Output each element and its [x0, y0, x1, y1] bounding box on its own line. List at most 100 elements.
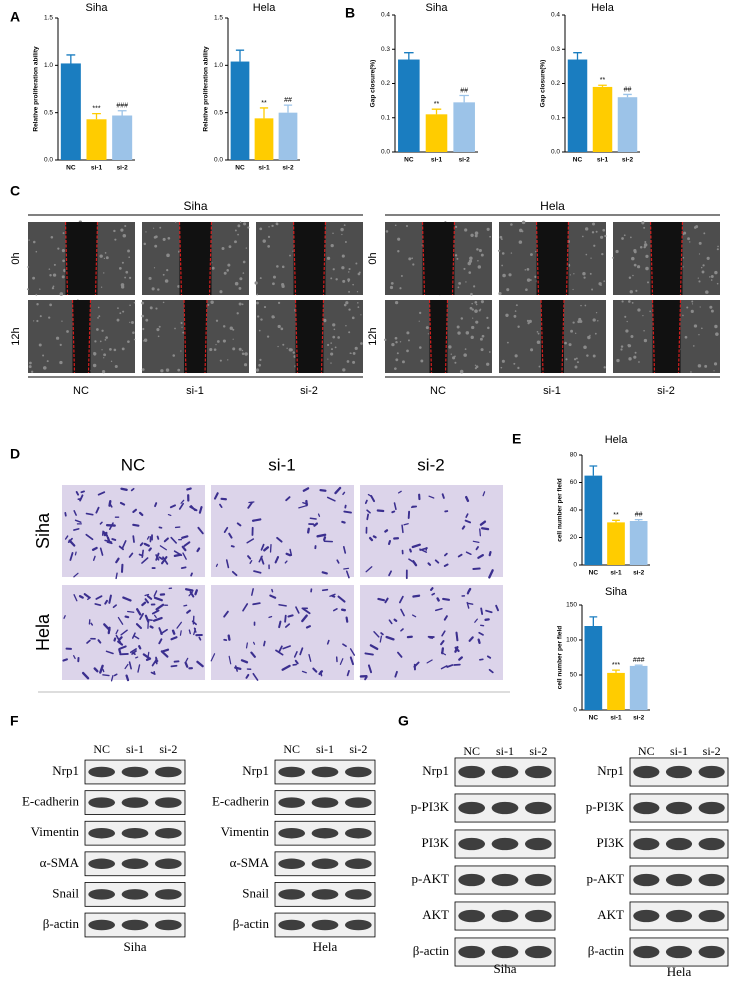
cell-texture	[565, 358, 568, 361]
stained-cell	[142, 653, 151, 660]
cell-texture	[517, 366, 520, 370]
stained-cell	[285, 496, 291, 502]
stained-cell	[167, 513, 172, 517]
cell-texture	[389, 285, 394, 290]
cell-texture	[113, 229, 116, 233]
wound-edge	[428, 299, 433, 374]
band	[633, 909, 660, 923]
band	[155, 919, 182, 931]
cell-texture	[714, 324, 718, 329]
stained-cell	[215, 563, 219, 567]
row-label: Nrp1	[422, 763, 449, 778]
cell-texture	[62, 232, 65, 235]
stained-cell	[293, 651, 298, 658]
significance-label: **	[600, 77, 606, 84]
cell-texture	[682, 314, 684, 317]
cell-texture	[418, 320, 420, 322]
stained-cell	[319, 670, 323, 677]
microscopy-image	[62, 585, 205, 680]
cell-texture	[474, 364, 477, 366]
stained-cell	[385, 635, 395, 641]
cell-texture	[129, 304, 131, 307]
cell-texture	[598, 282, 602, 286]
stained-cell	[190, 572, 193, 577]
y-tick-label: 0	[573, 562, 577, 569]
wound-edge	[178, 221, 183, 296]
error-bar	[612, 519, 620, 523]
error-bar	[589, 465, 598, 476]
cell-texture	[27, 266, 30, 268]
band	[633, 873, 660, 887]
cell-texture	[705, 290, 709, 294]
stained-cell	[73, 655, 76, 660]
cell-texture	[470, 233, 474, 237]
stained-cell	[128, 552, 134, 558]
band	[491, 765, 519, 779]
cell-texture	[105, 336, 108, 339]
band	[633, 945, 660, 959]
stained-cell	[479, 520, 487, 526]
band	[491, 837, 519, 851]
cell-texture	[100, 286, 103, 288]
cell-texture	[628, 300, 631, 303]
lane-label: si-1	[316, 742, 334, 756]
cell-texture	[580, 304, 582, 307]
cell-texture	[704, 364, 708, 368]
cell-texture	[591, 288, 594, 291]
stained-cell	[245, 642, 248, 649]
wound-edge	[679, 221, 684, 296]
stained-cell	[468, 636, 474, 642]
stained-cell	[323, 536, 327, 541]
row-label: Nrp1	[242, 763, 269, 778]
y-tick-label: 1.5	[214, 15, 223, 22]
stained-cell	[495, 604, 499, 612]
band	[121, 827, 149, 839]
cell-texture	[281, 284, 285, 288]
cell-texture	[352, 360, 356, 364]
band	[278, 766, 305, 778]
cell-texture	[257, 315, 260, 318]
cell-texture	[530, 348, 534, 352]
cell-texture	[405, 224, 409, 228]
cell-texture	[464, 348, 467, 351]
wound-edge	[183, 299, 187, 374]
cell-texture	[595, 230, 598, 233]
stained-cell	[119, 501, 126, 506]
cell-texture	[62, 259, 65, 263]
stained-cell	[346, 670, 350, 677]
cell-texture	[710, 275, 714, 278]
cell-texture	[42, 354, 45, 357]
cell-texture	[515, 304, 518, 307]
stained-cell	[431, 592, 436, 596]
row-label: p-PI3K	[411, 799, 450, 814]
cell-texture	[502, 273, 506, 278]
cell-texture	[639, 245, 643, 249]
stained-cell	[85, 533, 94, 541]
stained-cell	[313, 522, 319, 527]
row-label: p-AKT	[586, 871, 624, 886]
cell-texture	[99, 340, 102, 343]
cell-texture	[48, 316, 51, 319]
cell-texture	[215, 319, 219, 322]
cell-texture	[182, 331, 185, 334]
y-tick-label: 0.4	[551, 12, 560, 19]
cell-texture	[332, 268, 335, 271]
cell-texture	[132, 331, 135, 334]
cell-texture	[448, 345, 452, 349]
cell-texture	[684, 335, 688, 339]
y-axis-label: cell number per field	[557, 478, 564, 542]
band	[88, 858, 115, 870]
y-tick-label: 1.5	[44, 15, 53, 22]
stained-cell	[391, 510, 396, 514]
cell-texture	[683, 231, 687, 235]
wound-gap	[65, 222, 98, 295]
wound-edge	[294, 299, 299, 374]
wound-gap	[179, 222, 212, 295]
cell-texture	[589, 272, 592, 275]
stained-cell	[135, 623, 142, 630]
cell-texture	[592, 222, 596, 226]
stained-cell	[349, 656, 355, 666]
stained-cell	[366, 513, 370, 521]
cell-texture	[49, 303, 52, 307]
cell-texture	[351, 316, 355, 320]
